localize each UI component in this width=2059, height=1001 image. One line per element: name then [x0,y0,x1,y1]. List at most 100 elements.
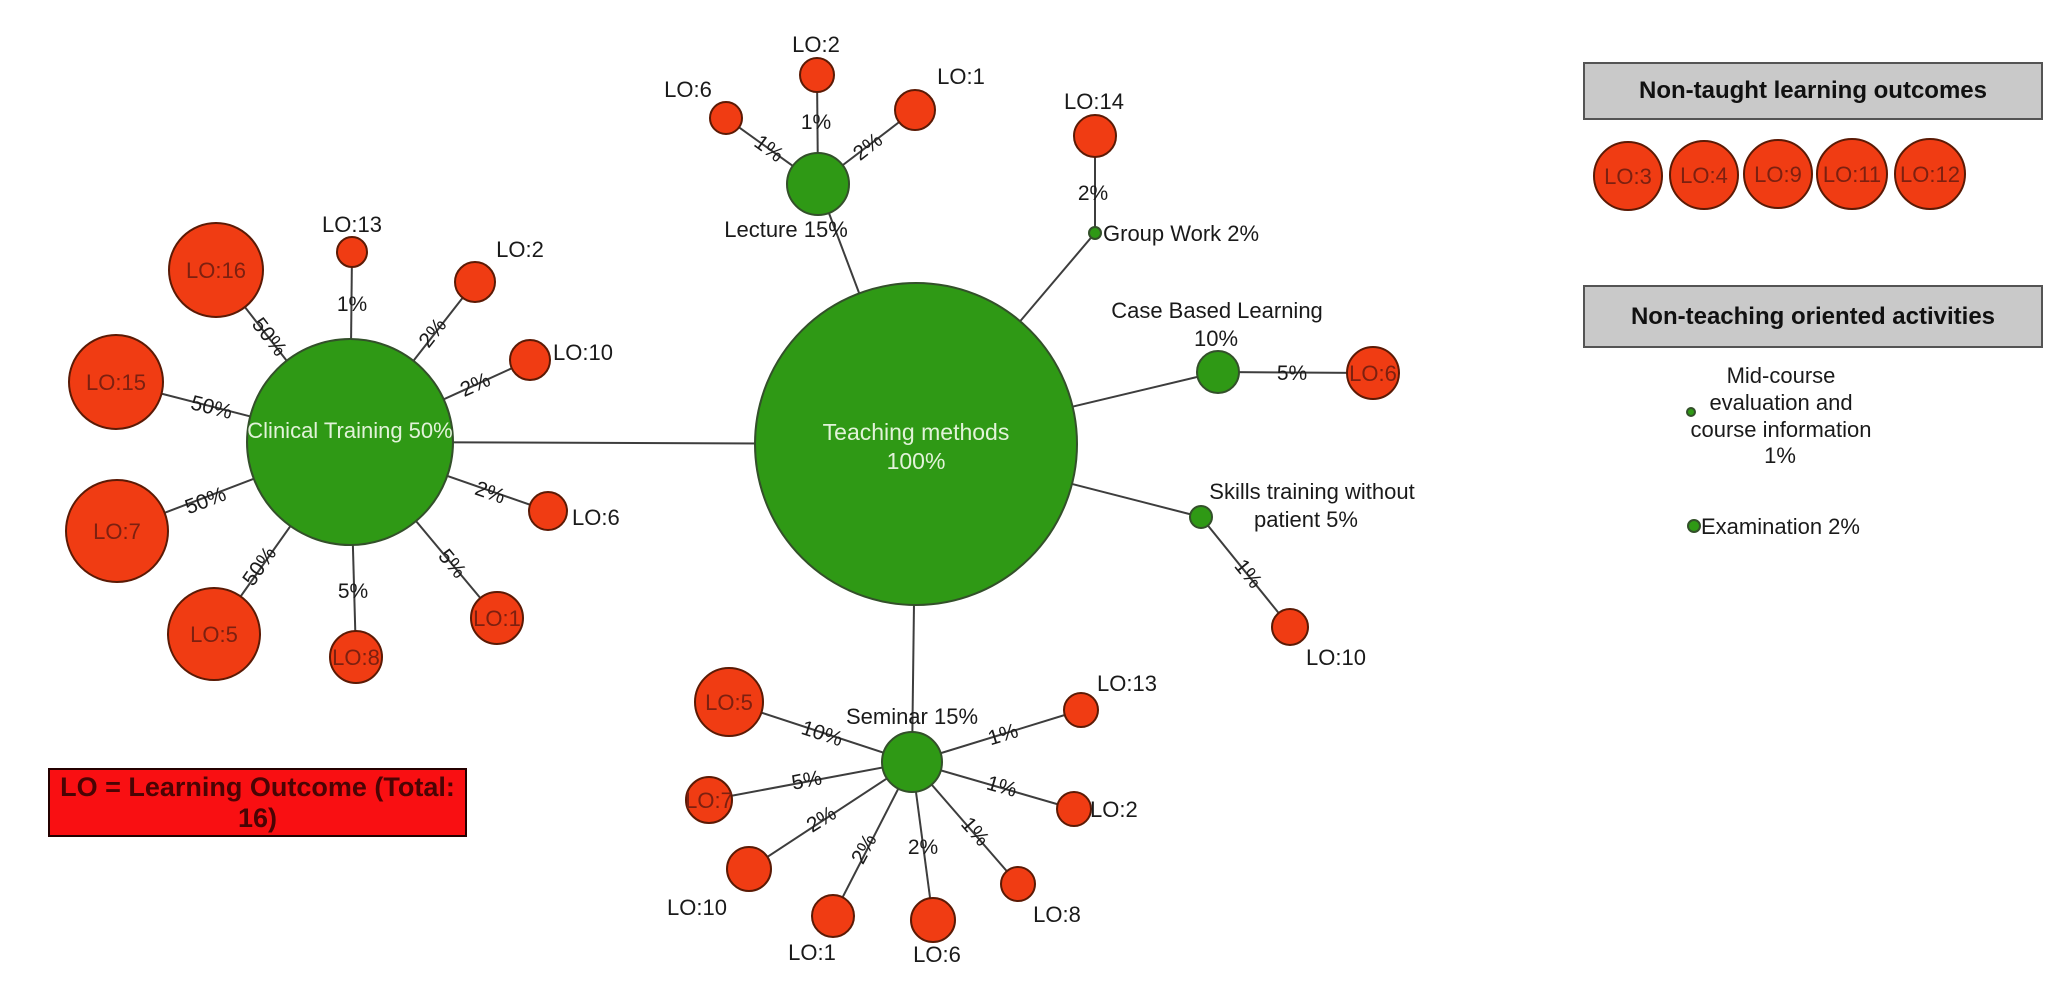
node-seminar-lo10 [726,846,772,892]
label-seminar-lo7-inner: LO:7 [685,788,733,813]
node-seminar-lo5 [694,667,764,737]
edge-11 [1200,516,1291,628]
label-pct-clinical-lo15: 50% [188,391,234,423]
label-panel-lo12-inner: LO:12 [1900,162,1960,187]
label-midcourse-line4: 1% [1764,443,1796,468]
node-panel-lo4 [1669,140,1739,210]
label-seminar-lo1: LO:1 [788,940,836,965]
lo-legend-text: LO = Learning Outcome (Total: 16) [60,771,455,833]
node-clinical-lo6 [528,491,568,531]
label-midcourse-line3: course information [1691,417,1872,442]
non-taught-outcomes-title: Non-taught learning outcomes [1639,77,1987,104]
node-midcourse-dot [1686,407,1696,417]
node-clinical-lo13 [336,236,368,268]
node-case-based [1196,350,1240,394]
node-clinical-lo5 [167,587,261,681]
label-pct-clinical-lo8: 5% [338,580,368,603]
lo-legend-box: LO = Learning Outcome (Total: 16) [48,768,467,837]
node-seminar-lo2 [1056,791,1092,827]
label-seminar-lo2: LO:2 [1090,797,1138,822]
label-clinical-lo10: LO:10 [553,340,613,365]
node-lecture [786,152,850,216]
label-seminar-lo10: LO:10 [667,895,727,920]
label-clinical-lo2: LO:2 [496,237,544,262]
label-clinical-lo7-inner: LO:7 [93,519,141,544]
node-teaching-methods [754,282,1078,606]
label-skills-lo10: LO:10 [1306,645,1366,670]
label-pct-seminar-lo7: 5% [790,766,824,794]
label-teaching-methods-line2: 100% [887,448,946,474]
label-clinical-training: Clinical Training 50% [247,418,452,443]
node-clinical-lo8 [329,630,383,684]
label-pct-clinical-lo13: 1% [337,293,367,316]
edge-23 [708,761,913,801]
node-groupwork-lo14 [1073,114,1117,158]
node-clinical-lo1 [470,591,524,645]
node-panel-lo12 [1894,138,1966,210]
label-panel-lo11-inner: LO:11 [1823,162,1881,187]
label-pct-lecture-lo1: 2% [849,128,887,165]
label-panel-lo4-inner: LO:4 [1680,163,1728,188]
label-pct-seminar-lo10: 2% [803,802,841,838]
label-pct-seminar-lo6: 2% [908,836,938,859]
edge-24 [748,761,913,870]
label-lecture-lo6: LO:6 [664,77,712,102]
label-clinical-lo13: LO:13 [322,212,382,237]
node-panel-lo11 [1816,138,1888,210]
label-group-work: Group Work 2% [1103,221,1259,246]
node-seminar-lo13 [1063,692,1099,728]
label-clinical-lo5-inner: LO:5 [190,622,238,647]
non-taught-outcomes-header: Non-taught learning outcomes [1583,62,2043,120]
node-skills-training-dot [1189,505,1213,529]
node-clinical-lo7 [65,479,169,583]
node-seminar-lo6 [910,897,956,943]
node-panel-lo9 [1743,139,1813,209]
label-pct-clinical-lo16: 50% [247,313,291,360]
node-clinical-lo10 [509,339,551,381]
label-lecture-lo2: LO:2 [792,32,840,57]
node-group-work-dot [1088,226,1102,240]
label-lecture-lo1: LO:1 [937,64,985,89]
label-pct-clinical-lo6: 2% [472,477,508,509]
label-clinical-lo15-inner: LO:15 [86,370,146,395]
label-case-based-line2: 10% [1194,326,1238,351]
label-clinical-lo16-inner: LO:16 [186,258,246,283]
label-pct-casebased-lo6: 5% [1277,362,1307,385]
label-skills-line2: patient 5% [1254,507,1358,532]
label-pct-seminar-lo5: 10% [798,716,845,751]
label-clinical-lo1-inner: LO:1 [473,606,521,631]
node-clinical-lo16 [168,222,264,318]
label-casebased-lo6-inner: LO:6 [1349,361,1397,386]
label-pct-clinical-lo1: 5% [433,545,470,583]
node-lecture-lo2 [799,57,835,93]
label-groupwork-lo14: LO:14 [1064,89,1124,114]
node-clinical-lo15 [68,334,164,430]
label-skills-line1: Skills training without [1209,479,1414,504]
label-examination: Examination 2% [1701,514,1860,539]
label-panel-lo9-inner: LO:9 [1754,162,1802,187]
node-panel-lo3 [1593,141,1663,211]
label-panel-lo3-inner: LO:3 [1604,164,1652,189]
label-clinical-lo6: LO:6 [572,505,620,530]
node-seminar-lo1 [811,894,855,938]
label-seminar-lo8: LO:8 [1033,902,1081,927]
node-clinical-lo2 [454,261,496,303]
non-teaching-activities-header: Non-teaching oriented activities [1583,285,2043,348]
node-seminar [881,731,943,793]
node-casebased-lo6 [1346,346,1400,400]
label-seminar-lo13: LO:13 [1097,671,1157,696]
label-pct-lecture-lo6: 1% [750,131,788,167]
label-pct-seminar-lo2: 1% [984,772,1020,802]
node-clinical-training [246,338,454,546]
node-lecture-lo6 [709,101,743,135]
label-pct-seminar-lo1: 2% [847,830,882,868]
label-clinical-lo8-inner: LO:8 [332,645,380,670]
label-midcourse-line2: evaluation and [1709,390,1852,415]
label-pct-seminar-lo13: 1% [985,719,1021,750]
node-seminar-lo7 [685,776,733,824]
label-pct-groupwork-lo14: 2% [1078,182,1108,205]
label-pct-clinical-lo7: 50% [182,483,229,520]
label-case-based-line1: Case Based Learning [1111,298,1323,323]
label-pct-clinical-lo10: 2% [457,368,494,401]
node-seminar-lo8 [1000,866,1036,902]
